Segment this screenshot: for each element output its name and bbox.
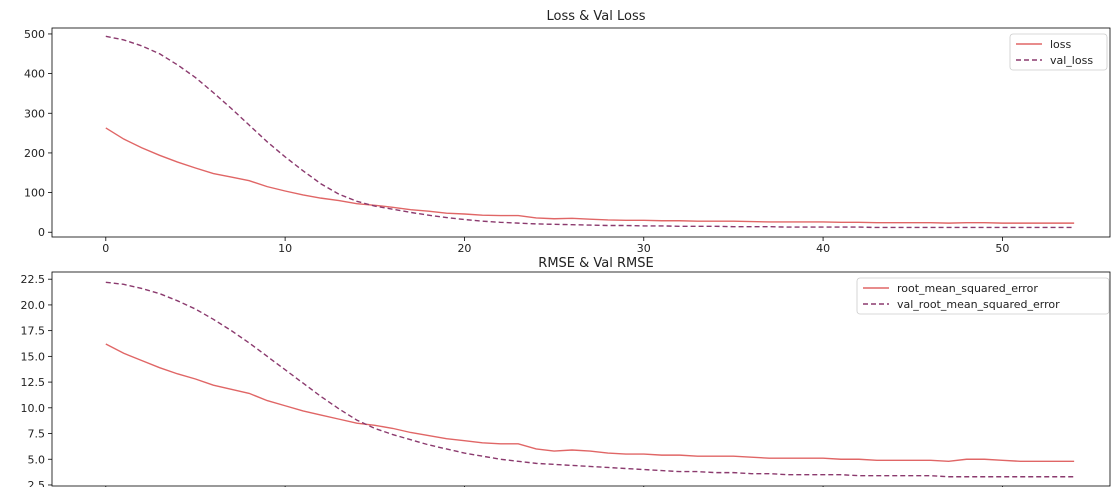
y-tick-label: 10.0: [21, 402, 46, 415]
x-tick-label: 50: [995, 242, 1009, 255]
series-group: [105, 281, 1075, 478]
chart-title: Loss & Val Loss: [546, 9, 645, 24]
y-tick-label: 300: [24, 107, 45, 120]
y-tick-label: 12.5: [21, 376, 46, 389]
chart-title: RMSE & Val RMSE: [538, 256, 653, 271]
legend-label: val_root_mean_squared_error: [897, 298, 1060, 311]
x-tick-label: 0: [102, 242, 109, 255]
legend-box: [856, 277, 1110, 315]
loss-chart: Loss & Val Loss 0 10 20 30 40 500100200300400…: [24, 9, 1111, 255]
series-line-loss: [105, 127, 1075, 224]
y-tick-label: 400: [24, 68, 45, 81]
legend-box: [1009, 33, 1108, 71]
legend-label: val_loss: [1050, 54, 1093, 67]
axis-ticks: 010203040502.55.07.510.012.515.017.520.0…: [21, 273, 1003, 487]
x-tick-label: 10: [278, 242, 292, 255]
x-tick-label: 30: [637, 242, 651, 255]
legend: loss val_loss: [1009, 33, 1108, 71]
legend-label: loss: [1050, 38, 1072, 51]
legend-label: root_mean_squared_error: [897, 282, 1038, 295]
series-group: [105, 35, 1075, 229]
y-tick-label: 5.0: [28, 453, 46, 466]
y-tick-label: 17.5: [21, 325, 46, 338]
y-tick-label: 2.5: [28, 479, 46, 487]
series-line-root-mean-squared-error: [105, 343, 1075, 463]
x-tick-label: 20: [457, 242, 471, 255]
y-tick-label: 15.0: [21, 350, 46, 363]
y-tick-label: 0: [38, 226, 45, 239]
x-tick-label: 40: [816, 242, 830, 255]
y-tick-label: 7.5: [28, 428, 46, 441]
series-line-val-loss: [105, 35, 1075, 229]
legend: root_mean_squared_error val_root_mean_squ…: [856, 277, 1110, 315]
y-tick-label: 100: [24, 187, 45, 200]
y-tick-label: 500: [24, 28, 45, 41]
rmse-chart: RMSE & Val RMSE 010203040502.55.07.510.0…: [21, 256, 1111, 487]
y-tick-label: 20.0: [21, 299, 46, 312]
plot-frame: [51, 27, 1111, 238]
plot-frame: [51, 271, 1111, 487]
y-tick-label: 22.5: [21, 273, 46, 286]
y-tick-label: 200: [24, 147, 45, 160]
series-line-val-root-mean-squared-error: [105, 281, 1075, 478]
